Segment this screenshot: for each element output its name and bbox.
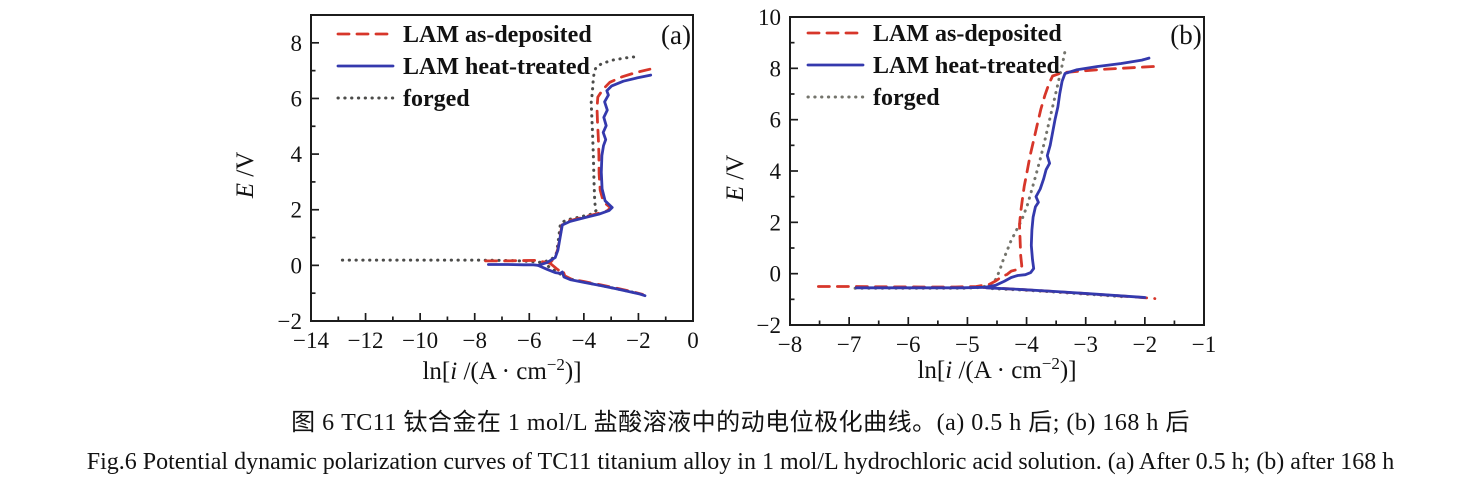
- x-tick-label: −8: [778, 332, 802, 357]
- legend-label: LAM as-deposited: [403, 22, 592, 48]
- x-tick-label: 0: [687, 328, 699, 353]
- x-tick-label: −4: [1014, 332, 1039, 357]
- y-tick-label: 2: [291, 198, 303, 223]
- legend-label: LAM heat-treated: [873, 53, 1060, 79]
- x-tick-label: −12: [348, 328, 384, 353]
- chart-a-polarization-0.5h: −14 −12 −10 −8 −6 −4 −2 0 −2 0 2 4 6 8 ln[i /(A · cm−2…: [232, 14, 699, 385]
- x-tick-label: −5: [955, 332, 979, 357]
- axes-ticks: [310, 41, 694, 322]
- x-tick-label: −14: [293, 328, 329, 353]
- y-tick-label: 8: [770, 56, 782, 81]
- legend-label: forged: [403, 86, 470, 112]
- legend-label: forged: [873, 85, 940, 111]
- series-lam-heat-treated-cathodic: [984, 286, 1147, 299]
- y-tick-label: 2: [770, 210, 782, 235]
- x-tick-label: −6: [517, 328, 541, 353]
- y-tick-label: 0: [291, 253, 303, 278]
- x-axis-label: ln[i /(A · cm−2)]: [422, 355, 581, 385]
- y-tick-label: −2: [757, 313, 781, 338]
- series-forged-anodic: [340, 54, 640, 265]
- x-tick-label: −2: [1133, 332, 1157, 357]
- y-tick-label: −2: [278, 309, 302, 334]
- series-lam-as-deposited-anodic: [484, 67, 652, 265]
- x-tick-label: −1: [1192, 332, 1216, 357]
- x-tick-label: −6: [896, 332, 920, 357]
- series-lam-as-deposited-anodic: [817, 65, 1156, 289]
- y-tick-label: 4: [770, 159, 782, 184]
- axes-ticks: [789, 16, 1205, 326]
- tick-labels: −14 −12 −10 −8 −6 −4 −2 0 −2 0 2 4 6 8: [278, 31, 699, 353]
- panel-label: (a): [661, 20, 691, 50]
- x-tick-label: −7: [837, 332, 861, 357]
- y-tick-label: 0: [770, 262, 782, 287]
- series-lam-heat-treated-anodic: [486, 73, 653, 267]
- y-tick-label: 6: [770, 108, 782, 133]
- x-tick-label: −3: [1073, 332, 1097, 357]
- y-tick-label: 4: [291, 142, 303, 167]
- x-axis-label: ln[i /(A · cm−2)]: [917, 354, 1076, 384]
- y-axis-label: E /V: [722, 155, 749, 203]
- series-lam-heat-treated-anodic: [854, 56, 1151, 290]
- legend-label: LAM as-deposited: [873, 21, 1062, 47]
- y-tick-label: 6: [291, 86, 303, 111]
- x-tick-label: −8: [462, 328, 486, 353]
- legend: LAM as-deposited LAM heat-treated forged: [806, 21, 1062, 111]
- y-tick-label: 8: [291, 31, 303, 56]
- caption-chinese: 图 6 TC11 钛合金在 1 mol/L 盐酸溶液中的动电位极化曲线。(a) …: [291, 410, 1190, 436]
- caption-english: Fig.6 Potential dynamic polarization cur…: [86, 449, 1395, 475]
- chart-b-polarization-168h: −8 −7 −6 −5 −4 −3 −2 −1 −2 0 2 4 6 8 10 ln[i /(A · cm−2…: [722, 5, 1217, 384]
- x-tick-label: −4: [572, 328, 597, 353]
- x-tick-label: −10: [402, 328, 438, 353]
- y-tick-label: 10: [758, 5, 781, 30]
- series-lam-heat-treated-cathodic: [536, 263, 647, 298]
- x-tick-label: −2: [626, 328, 650, 353]
- legend: LAM as-deposited LAM heat-treated forged: [336, 22, 592, 112]
- y-axis-label: E /V: [232, 152, 259, 200]
- tick-labels: −8 −7 −6 −5 −4 −3 −2 −1 −2 0 2 4 6 8 10: [757, 5, 1217, 357]
- series-lam-as-deposited-cathodic: [548, 261, 644, 296]
- legend-label: LAM heat-treated: [403, 54, 590, 80]
- panel-label: (b): [1170, 20, 1201, 50]
